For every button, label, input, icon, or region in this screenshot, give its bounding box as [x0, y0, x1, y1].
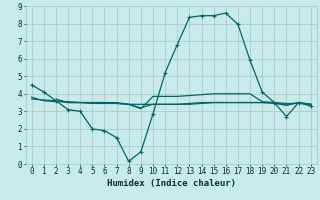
- X-axis label: Humidex (Indice chaleur): Humidex (Indice chaleur): [107, 179, 236, 188]
